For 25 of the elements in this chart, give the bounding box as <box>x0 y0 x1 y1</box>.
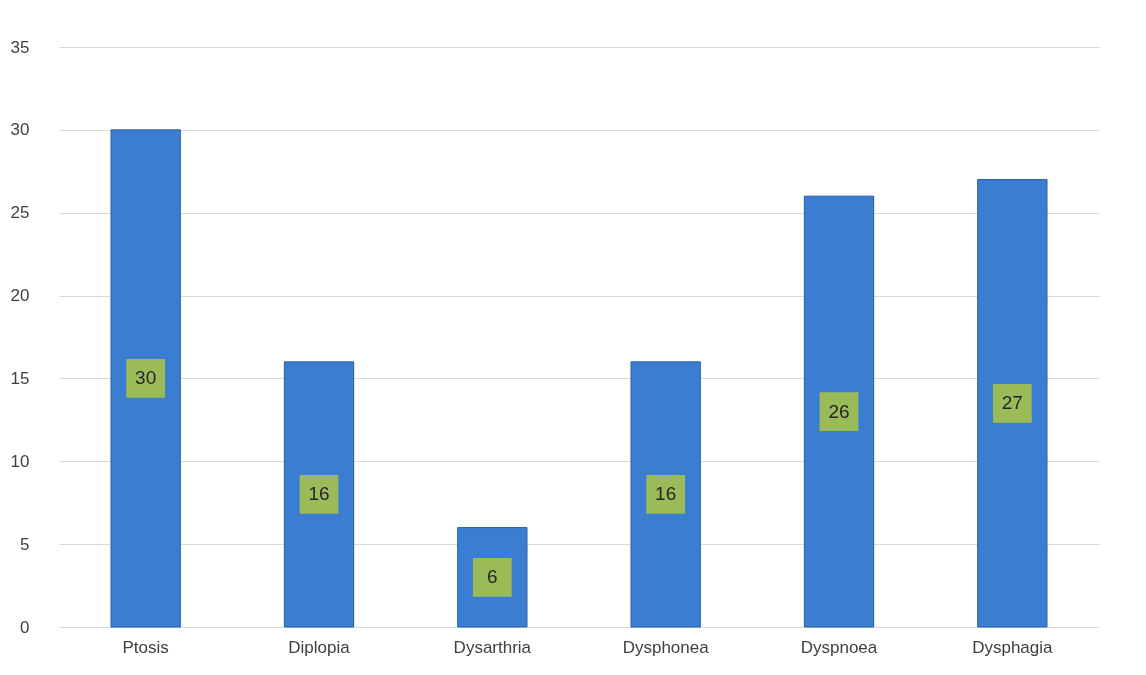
y-tick-label: 35 <box>10 37 30 57</box>
bar <box>283 361 355 628</box>
x-tick-label: Dyspnoea <box>800 637 878 657</box>
data-label: 27 <box>1001 392 1023 414</box>
y-tick-label: 25 <box>10 203 30 223</box>
y-tick-label: 5 <box>20 534 30 554</box>
y-tick-label: 10 <box>10 451 30 471</box>
y-tick-label: 20 <box>10 286 30 306</box>
data-label: 6 <box>487 566 498 588</box>
bar <box>630 361 701 628</box>
data-label: 26 <box>828 400 850 422</box>
data-label: 16 <box>308 483 330 505</box>
bar <box>803 195 875 628</box>
y-tick-label: 15 <box>10 368 30 388</box>
bar <box>977 179 1048 628</box>
x-tick-label: Diplopia <box>288 637 351 657</box>
data-label: 16 <box>655 483 677 505</box>
y-tick-label: 30 <box>10 120 30 140</box>
bar <box>110 129 181 628</box>
x-tick-label: Dysarthria <box>453 637 532 657</box>
x-tick-label: Dysphonea <box>622 637 710 657</box>
y-tick-label: 0 <box>20 617 30 637</box>
x-tick-label: Ptosis <box>122 637 169 657</box>
data-label: 30 <box>135 367 157 389</box>
x-tick-label: Dysphagia <box>972 637 1054 657</box>
